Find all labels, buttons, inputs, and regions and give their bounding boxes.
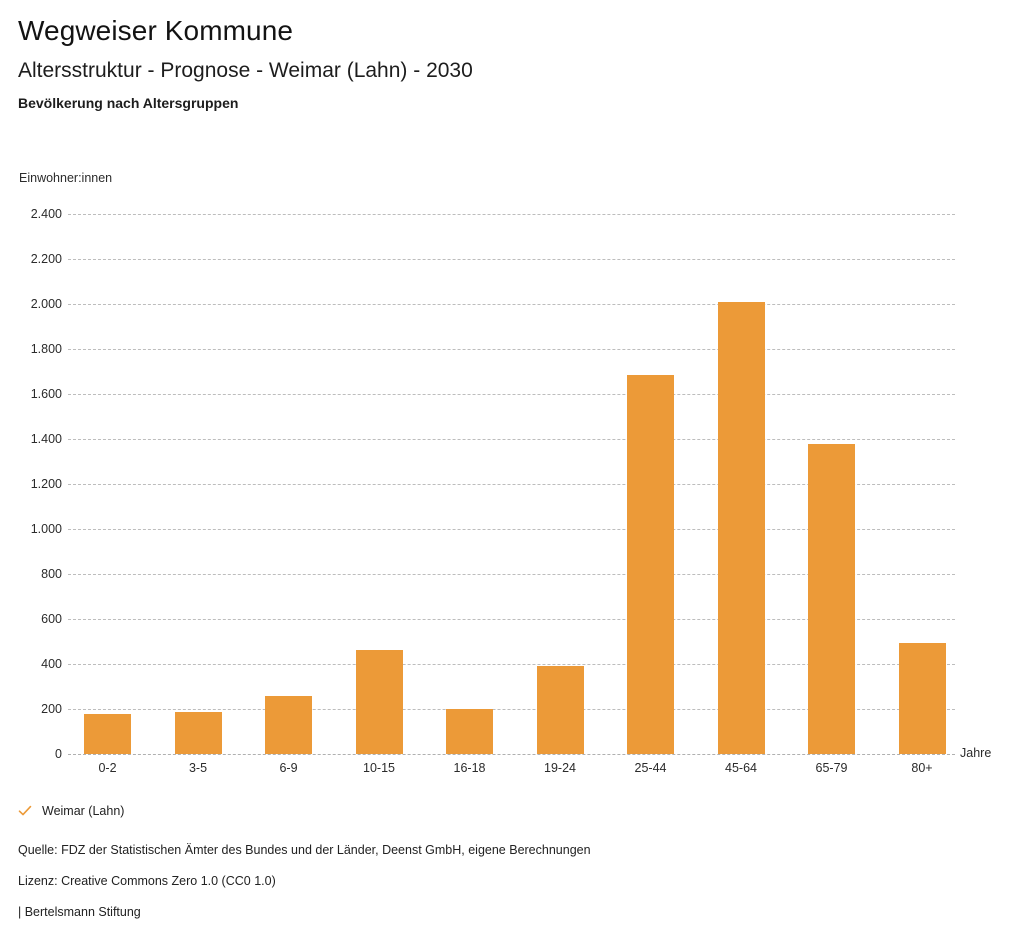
gridline (68, 664, 955, 665)
bar[interactable] (536, 665, 584, 754)
bar[interactable] (174, 711, 222, 754)
bar[interactable] (355, 650, 403, 754)
x-axis-tick-label: 16-18 (453, 761, 486, 775)
check-icon (18, 804, 32, 818)
footer-license: Lizenz: Creative Commons Zero 1.0 (CC0 1… (18, 874, 276, 888)
gridline (68, 349, 955, 350)
legend-item-label[interactable]: Weimar (Lahn) (42, 804, 125, 818)
bar[interactable] (627, 374, 674, 754)
chart-footer: Quelle: FDZ der Statistischen Ämter des … (18, 843, 998, 920)
y-axis-tick-label: 1.400 (30, 432, 62, 446)
bar[interactable] (265, 695, 312, 754)
y-axis-title: Einwohner:innen (19, 171, 113, 185)
y-axis-tick-label: 800 (41, 567, 62, 581)
x-axis-tick-label: 10-15 (363, 761, 395, 775)
bar[interactable] (808, 443, 855, 754)
bar[interactable] (446, 709, 493, 754)
gridline (68, 304, 955, 305)
gridline (68, 529, 955, 530)
gridline (68, 259, 955, 260)
gridline (68, 439, 955, 440)
gridline (68, 709, 955, 710)
y-axis-tick-label: 400 (41, 657, 62, 671)
chart-sub-subtitle: Bevölkerung nach Altersgruppen (18, 95, 239, 111)
x-axis-tick-label: 25-44 (634, 761, 667, 775)
x-axis-tick-label: 6-9 (279, 761, 298, 775)
x-axis-tick-label: 3-5 (188, 761, 208, 775)
y-axis-tick-label: 0 (55, 747, 62, 761)
y-axis-tick-label: 2.400 (30, 207, 62, 221)
gridline (68, 619, 955, 620)
y-axis-tick-label: 2.000 (30, 297, 62, 311)
gridline (68, 754, 955, 755)
x-axis-tick-label: 19-24 (544, 761, 576, 775)
gridline (68, 484, 955, 485)
bar[interactable] (84, 713, 131, 754)
gridline (68, 214, 955, 215)
x-axis-tick-label: 45-64 (725, 761, 757, 775)
x-axis-tick-label: 65-79 (815, 761, 848, 775)
chart-subtitle: Altersstruktur - Prognose - Weimar (Lahn… (18, 59, 473, 82)
y-axis-tick-label: 1.200 (30, 477, 62, 491)
y-axis-tick-label: 1.600 (30, 387, 62, 401)
y-axis-tick-label: 600 (41, 612, 62, 626)
chart-header: Wegweiser Kommune Altersstruktur - Progn… (18, 14, 998, 113)
bar[interactable] (898, 643, 946, 754)
chart-legend: Weimar (Lahn) (18, 804, 124, 818)
x-axis-tick-label: 80+ (911, 761, 933, 775)
y-axis-tick-label: 200 (41, 702, 62, 716)
footer-source: Quelle: FDZ der Statistischen Ämter des … (18, 843, 591, 857)
x-axis-title: Jahre (960, 746, 992, 760)
y-axis-tick-label: 1.800 (30, 342, 62, 356)
gridline (68, 574, 955, 575)
footer-publisher: | Bertelsmann Stiftung (18, 905, 141, 919)
y-axis-tick-label: 2.200 (30, 252, 62, 266)
gridline (68, 394, 955, 395)
y-axis-tick-label: 1.000 (30, 522, 62, 536)
x-axis-tick-label: 0-2 (98, 761, 117, 775)
page-title: Wegweiser Kommune (18, 15, 294, 46)
bar[interactable] (717, 301, 765, 754)
